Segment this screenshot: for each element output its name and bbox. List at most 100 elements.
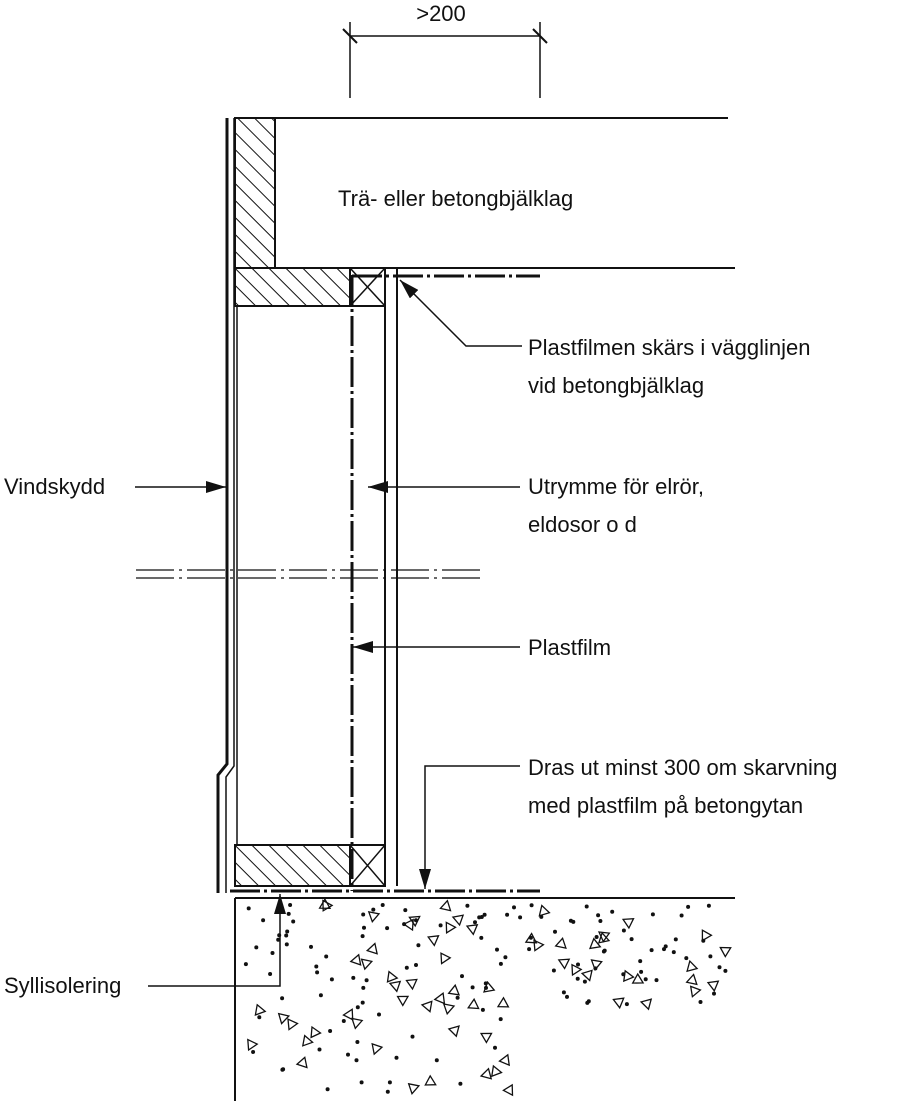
aggregate-triangle — [623, 969, 635, 983]
vapour-barrier-film — [230, 274, 540, 893]
top-batten-block — [349, 267, 386, 307]
aggregate-dot — [455, 995, 460, 1000]
wall-stud — [236, 306, 386, 845]
aggregate-triangle — [533, 939, 545, 952]
aggregate-dot — [243, 962, 248, 967]
aggregate-triangle — [447, 1025, 460, 1038]
aggregate-dot — [341, 1019, 346, 1023]
aggregate-dot — [291, 919, 296, 924]
aggregate-dot — [671, 950, 676, 955]
aggregate-dot — [505, 912, 510, 917]
extend-leader — [419, 765, 520, 889]
film-label: Plastfilm — [528, 635, 611, 660]
aggregate-dot — [527, 947, 532, 952]
aggregate-dot — [484, 985, 488, 990]
aggregate-triangle — [442, 1003, 456, 1016]
aggregate-dot — [394, 1055, 399, 1060]
aggregate-dot — [610, 909, 615, 914]
aggregate-dot — [318, 993, 323, 998]
aggregate-dot — [679, 913, 684, 918]
aggregate-triangle — [465, 924, 479, 936]
aggregate-triangle — [689, 985, 702, 998]
aggregate-dot — [643, 977, 648, 982]
aggregate-dot — [325, 1087, 330, 1092]
aggregate-triangle — [554, 937, 567, 949]
aggregate-dot — [654, 978, 659, 983]
aggregate-triangle — [686, 959, 699, 973]
aggregate-dot — [495, 947, 499, 952]
aggregate-triangle — [467, 997, 480, 1010]
aggregate-dot — [529, 903, 534, 908]
aggregate-dot — [638, 959, 643, 964]
aggregate-dot — [251, 1050, 256, 1054]
aggregate-triangle — [310, 1025, 322, 1039]
cut-label-line2: vid betongbjälklag — [528, 373, 704, 398]
wind-label: Vindskydd — [4, 474, 105, 499]
aggregate-triangle — [301, 1034, 314, 1047]
aggregate-dot — [380, 903, 385, 907]
aggregate-triangle — [706, 980, 720, 993]
aggregate-dot — [404, 965, 409, 970]
aggregate-dot — [624, 1002, 629, 1007]
aggregate-triangle — [439, 899, 452, 912]
aggregate-triangle — [479, 1067, 493, 1080]
aggregate-dot — [561, 990, 566, 995]
aggregate-dot — [458, 1081, 463, 1086]
aggregate-dot — [246, 906, 251, 911]
aggregate-dot — [493, 1045, 497, 1050]
aggregate-triangle — [498, 1053, 510, 1067]
sill-leader — [148, 894, 286, 987]
aggregate-dot — [438, 923, 443, 928]
aggregate-dot — [473, 920, 477, 925]
aggregate-triangle — [247, 1038, 259, 1052]
aggregate-triangle — [254, 1003, 267, 1016]
aggregate-triangle — [621, 917, 635, 930]
aggregate-dot — [355, 1040, 360, 1044]
aggregate-dot — [385, 926, 390, 931]
aggregate-dot — [346, 1052, 350, 1057]
aggregate-dot — [539, 914, 544, 919]
aggregate-triangle — [571, 963, 583, 977]
aggregate-dot — [270, 951, 275, 955]
aggregate-dot — [328, 1029, 333, 1033]
aggregate-dot — [684, 956, 689, 961]
aggregate-dot — [354, 1058, 359, 1063]
aggregate-triangle — [447, 983, 461, 996]
aggregate-dot — [706, 903, 711, 908]
aggregate-dot — [498, 961, 503, 966]
aggregate-triangle — [402, 918, 414, 932]
aggregate-triangle — [405, 978, 418, 991]
aggregate-dot — [377, 1012, 381, 1017]
aggregate-dot — [480, 1007, 485, 1012]
aggregate-triangle — [479, 1032, 493, 1044]
aggregate-dot — [596, 913, 601, 918]
aggregate-dot — [416, 943, 421, 948]
aggregate-triangle — [367, 911, 381, 923]
aggregate-dot — [575, 976, 580, 981]
aggregate-triangle — [318, 897, 332, 909]
aggregate-dot — [324, 954, 329, 959]
aggregate-dot — [470, 985, 475, 990]
aggregate-dot — [385, 1089, 390, 1094]
aggregate-triangle — [631, 972, 645, 984]
aggregate-dot — [355, 1005, 360, 1010]
aggregate-triangle — [496, 996, 510, 1008]
aggregate-dot — [584, 904, 589, 909]
aggregate-triangle — [342, 1008, 354, 1021]
aggregate-triangle — [580, 969, 593, 982]
aggregate-dot — [582, 979, 587, 984]
aggregate-dot — [414, 963, 418, 967]
aggregate-dot — [565, 994, 569, 999]
aggregate-dot — [387, 1080, 392, 1085]
aggregate-dot — [551, 968, 556, 973]
aggregate-dot — [553, 929, 557, 934]
utility-label-line2: eldosor o d — [528, 512, 637, 537]
aggregate-dot — [361, 912, 366, 917]
aggregate-triangle — [427, 935, 440, 947]
aggregate-triangle — [588, 937, 602, 950]
sill-label: Syllisolering — [4, 973, 121, 998]
aggregate-dot — [317, 1047, 322, 1052]
aggregate-dot — [261, 918, 266, 923]
aggregate-triangle — [590, 959, 603, 971]
